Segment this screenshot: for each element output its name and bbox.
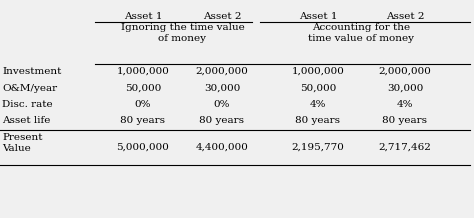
Text: 4%: 4% (310, 100, 326, 109)
Text: O&M/year: O&M/year (2, 84, 57, 93)
Text: 2,717,462: 2,717,462 (379, 143, 431, 152)
Text: 80 years: 80 years (200, 116, 245, 125)
Text: 5,000,000: 5,000,000 (117, 143, 169, 152)
Text: 0%: 0% (135, 100, 151, 109)
Text: Asset 1: Asset 1 (299, 12, 337, 21)
Text: Present
Value: Present Value (2, 133, 43, 153)
Text: 2,000,000: 2,000,000 (196, 67, 248, 76)
Text: 80 years: 80 years (120, 116, 165, 125)
Text: 30,000: 30,000 (387, 84, 423, 93)
Text: Asset 2: Asset 2 (386, 12, 424, 21)
Text: Ignoring the time value
of money: Ignoring the time value of money (120, 23, 245, 43)
Text: 2,000,000: 2,000,000 (379, 67, 431, 76)
Text: Asset 2: Asset 2 (203, 12, 241, 21)
Text: 30,000: 30,000 (204, 84, 240, 93)
Text: Asset 1: Asset 1 (124, 12, 162, 21)
Text: 1,000,000: 1,000,000 (292, 67, 345, 76)
Text: 80 years: 80 years (383, 116, 428, 125)
Text: 4%: 4% (397, 100, 413, 109)
Text: 4,400,000: 4,400,000 (196, 143, 248, 152)
Text: 50,000: 50,000 (125, 84, 161, 93)
Text: Asset life: Asset life (2, 116, 50, 125)
Text: 50,000: 50,000 (300, 84, 336, 93)
Text: Investment: Investment (2, 67, 61, 76)
Text: 80 years: 80 years (295, 116, 340, 125)
Text: Accounting for the
time value of money: Accounting for the time value of money (309, 23, 414, 43)
Text: 2,195,770: 2,195,770 (292, 143, 345, 152)
Text: 0%: 0% (214, 100, 230, 109)
Text: Disc. rate: Disc. rate (2, 100, 53, 109)
Text: 1,000,000: 1,000,000 (117, 67, 169, 76)
